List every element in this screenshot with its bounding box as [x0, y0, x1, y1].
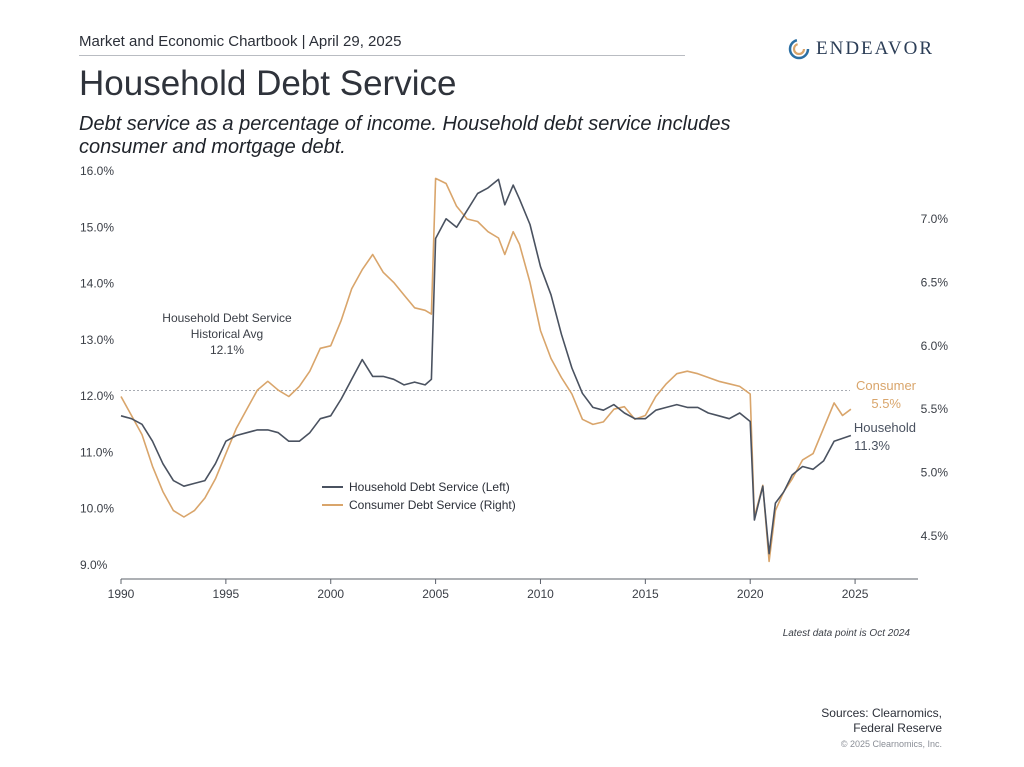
endeavor-logo-icon [788, 38, 810, 60]
x-tick-label: 2020 [737, 587, 764, 601]
household-end-label: Household [854, 420, 916, 435]
average-label-line: Household Debt Service [162, 311, 292, 325]
consumer-end-label: 5.5% [871, 396, 901, 411]
right-tick-label: 5.5% [921, 402, 949, 416]
sources: Sources: Clearnomics, Federal Reserve [821, 706, 942, 736]
series-layer [120, 177, 852, 563]
right-tick-label: 6.0% [921, 339, 949, 353]
chart-legend: Household Debt Service (Left) Consumer De… [322, 480, 516, 512]
chartbook-header: Market and Economic Chartbook | April 29… [79, 33, 402, 50]
household-end-label: 11.3% [854, 438, 890, 453]
left-tick-label: 10.0% [80, 502, 114, 516]
x-tick-label: 2000 [317, 587, 344, 601]
left-tick-label: 14.0% [80, 277, 114, 291]
left-tick-label: 13.0% [80, 333, 114, 347]
sources-line-2: Federal Reserve [853, 721, 942, 735]
right-tick-label: 5.0% [921, 466, 949, 480]
left-axis: 16.0% 15.0% 14.0% 13.0% 12.0% 11.0% 10.0% 9.0% [80, 164, 114, 572]
legend-label: Household Debt Service (Left) [349, 480, 510, 494]
average-label-line: Historical Avg [191, 327, 263, 341]
x-tick-label: 2005 [422, 587, 449, 601]
legend-label: Consumer Debt Service (Right) [349, 498, 516, 512]
right-tick-label: 4.5% [921, 529, 949, 543]
left-tick-label: 15.0% [80, 220, 114, 234]
left-tick-label: 12.0% [80, 389, 114, 403]
x-tick-label: 2015 [632, 587, 659, 601]
average-label-line: 12.1% [210, 343, 244, 357]
left-tick-label: 11.0% [80, 445, 113, 459]
x-tick-label: 2025 [842, 587, 869, 601]
page-title: Household Debt Service [79, 64, 457, 103]
copyright: © 2025 Clearnomics, Inc. [840, 739, 942, 749]
x-axis: 1990 1995 2000 2005 2010 2015 2020 2025 [108, 579, 869, 601]
right-tick-label: 6.5% [921, 275, 949, 289]
consumer-series-line [120, 177, 852, 563]
annotations: Household Debt Service Historical Avg 12.1… [162, 311, 916, 453]
consumer-end-label: Consumer [856, 378, 917, 393]
right-axis: 7.0% 6.5% 6.0% 5.5% 5.0% 4.5% [921, 212, 949, 543]
left-tick-label: 16.0% [80, 164, 114, 178]
latest-data-note: Latest data point is Oct 2024 [782, 628, 910, 639]
page-subtitle: Debt service as a percentage of income. … [79, 113, 731, 158]
household-series-line [120, 178, 852, 555]
brand-logo: ENDEAVOR [788, 38, 934, 60]
x-tick-label: 2010 [527, 587, 554, 601]
sources-line-1: Sources: Clearnomics, [821, 706, 942, 720]
left-tick-label: 9.0% [80, 558, 108, 572]
x-tick-label: 1990 [108, 587, 135, 601]
x-tick-label: 1995 [213, 587, 240, 601]
brand-name: ENDEAVOR [816, 38, 935, 59]
right-tick-label: 7.0% [921, 212, 949, 226]
header-divider [79, 55, 685, 56]
